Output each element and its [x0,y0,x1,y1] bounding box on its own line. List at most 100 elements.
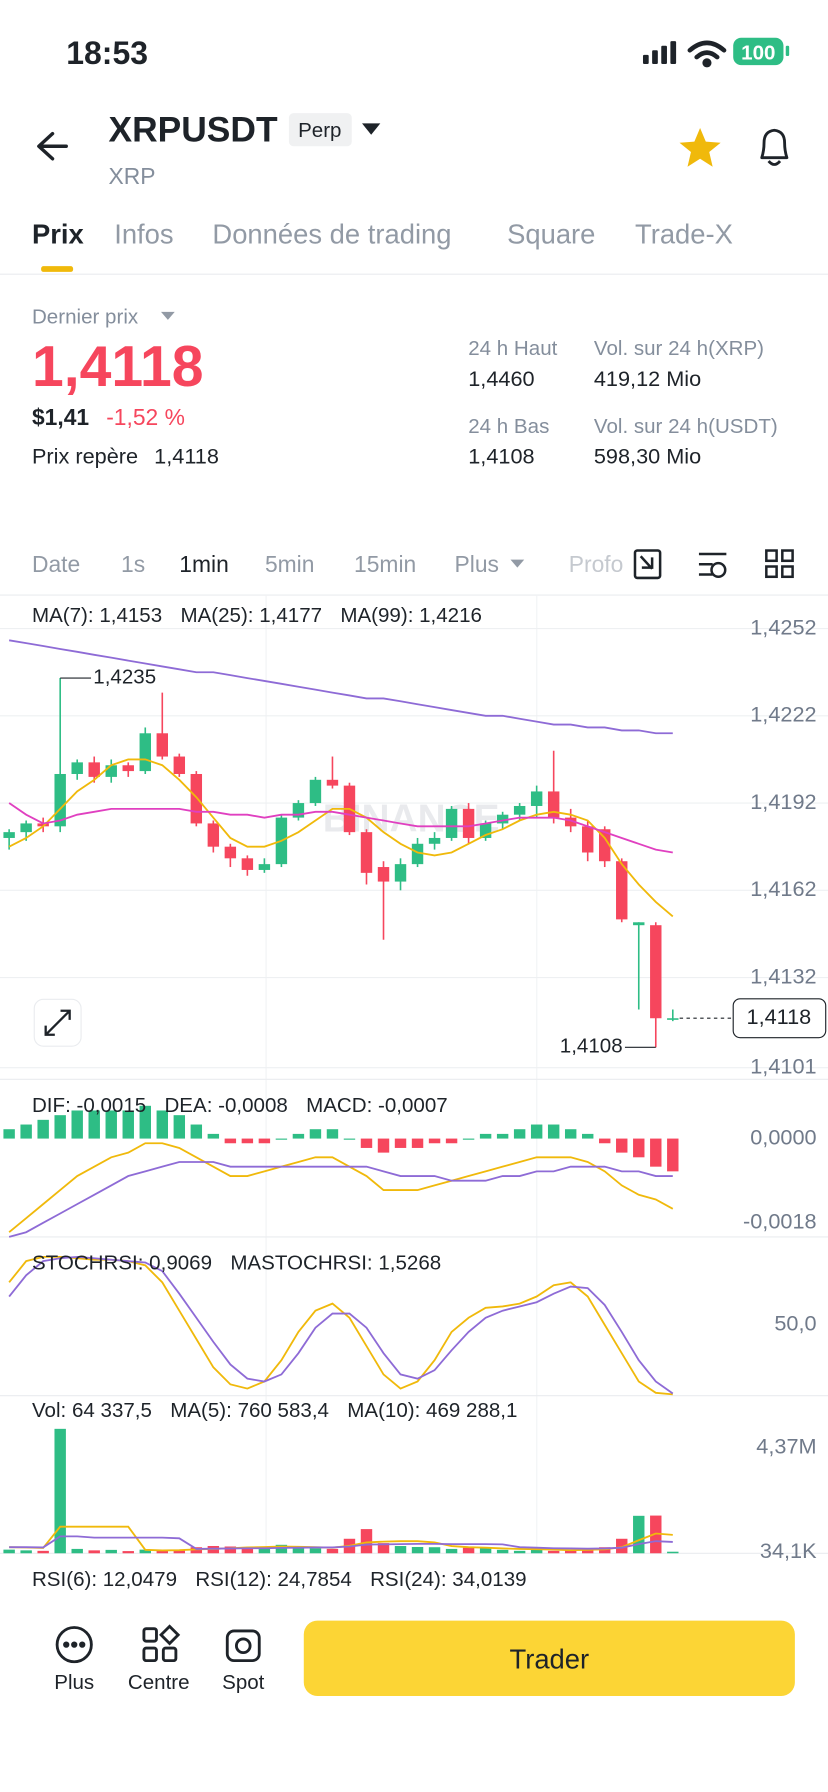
charts: 1,4252 1,4222 1,4192 1,4162 1,4132 1,4101 1,42… [0,604,828,1563]
candle-body [105,765,117,777]
legend-entry: MA(99): 1,4216 [340,604,482,627]
stat-value: 419,12 Mio [594,366,701,391]
y-tick-label: 4,37M [756,1433,816,1458]
volume-bar [173,1550,186,1554]
macd-bar [581,1133,594,1139]
candle-body [173,756,186,774]
macd-bar [20,1124,32,1139]
tab[interactable]: Trade-X [635,218,733,249]
symbol-dropdown[interactable] [362,123,381,135]
macd-bar [105,1110,117,1139]
macd-bar [224,1138,237,1144]
battery-tip [785,45,790,57]
candle-body [88,762,100,777]
legend-entry: RSI(6): 12,0479 [32,1568,177,1591]
macd-bar [37,1119,49,1139]
tab[interactable]: Infos [114,218,173,249]
interval[interactable]: 15min [354,551,416,577]
candle-body [37,823,49,827]
nav-item[interactable]: Spot [222,1671,265,1694]
chart-tools[interactable] [633,549,794,580]
interval[interactable]: Date [32,551,80,577]
candle-body [394,864,407,882]
stochrsi-line [8,1255,673,1396]
volume-bar [564,1550,577,1554]
signal-icon [642,41,677,65]
volume-bar [496,1549,509,1554]
interval[interactable]: Profo [569,551,624,577]
volume-bar [513,1550,526,1554]
candle-body [122,765,134,772]
trade-button[interactable] [303,1620,795,1697]
volume-bar [292,1547,305,1554]
interval[interactable]: 1min [179,551,228,577]
macd-bar [173,1115,186,1139]
last-price-tag [732,998,827,1039]
macd-bar [71,1110,83,1139]
tab[interactable]: Données de trading [212,218,451,249]
macd-bar [360,1138,373,1148]
macd-bar [292,1133,305,1139]
price-change: -1,52 % [106,404,185,430]
candle-body [207,823,220,847]
last-price-tag-label: 1,4118 [747,1004,812,1029]
back-button[interactable] [37,131,68,161]
more-dropdown[interactable] [510,559,525,568]
macd-line [8,1142,674,1233]
macd-bar [547,1124,560,1139]
legend-entry: DIF: -0,0015 [32,1094,146,1117]
candle-body [20,823,32,833]
legend-entry: MA(10): 469 288,1 [347,1399,517,1422]
last-price-label[interactable]: Dernier prix [32,305,139,328]
macd-bar [616,1138,628,1153]
volume-bar [20,1550,32,1554]
favorite-star[interactable] [679,127,721,167]
alert-bell[interactable] [760,128,789,166]
y-tick-label: 1,4222 [750,702,816,727]
macd-bar [3,1129,15,1139]
candle-body [633,922,645,926]
macd-bar [667,1138,679,1172]
legend-entry: MA(5): 760 583,4 [170,1399,329,1422]
y-tick-label: 34,1K [760,1538,817,1563]
tab[interactable]: Square [507,218,595,249]
candle-body [479,823,492,838]
candle-body [190,773,203,824]
interval[interactable]: 1s [121,551,145,577]
price-type-dropdown[interactable] [161,311,175,320]
candle-body [224,846,237,859]
stochrsi-line [8,1255,674,1395]
interval[interactable]: 5min [265,551,314,577]
candle-body [258,864,271,870]
volume-bar [105,1549,117,1554]
nav-item[interactable]: Plus [54,1671,94,1694]
wifi-icon [687,40,727,68]
macd-bar [633,1138,645,1158]
ma-line [8,639,673,735]
macd-bar [530,1124,543,1139]
candle-body [667,1018,679,1020]
macd-bar [513,1129,526,1139]
macd-bar [599,1138,611,1144]
status-time: 18:53 [66,35,148,71]
high-label: 1,4235 [93,665,156,688]
macd-bar [258,1138,271,1144]
volume-bar [411,1546,424,1554]
volume-bar [122,1551,134,1554]
macd-bar [309,1129,322,1139]
candle-body [360,832,373,873]
volume-bar [547,1550,560,1554]
nav-item[interactable]: Centre [128,1671,190,1694]
candle-body [292,803,305,818]
battery-level: 100 [741,41,775,64]
volume-bar [37,1550,49,1554]
tab[interactable]: Prix [32,218,85,249]
macd-bar [445,1138,458,1144]
usd-price: $1,41 [32,404,89,430]
interval[interactable]: Plus [455,551,499,577]
base-asset: XRP [108,163,155,189]
volume-bar [156,1550,168,1554]
trade-button-label[interactable]: Trader [509,1644,589,1675]
symbol[interactable]: XRPUSDT [108,110,277,150]
